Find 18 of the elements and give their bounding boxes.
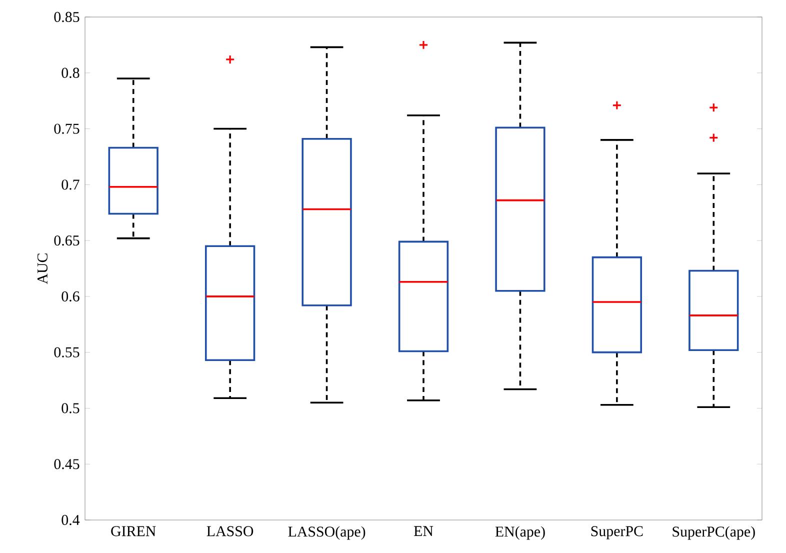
y-tick-label: 0.85 <box>54 12 80 22</box>
x-tick-label: EN <box>414 526 434 536</box>
x-tick-label: SuperPC <box>591 526 643 540</box>
y-tick-label: 0.5 <box>62 403 80 414</box>
y-tick-label: 0.6 <box>62 291 80 302</box>
y-tick-label: 0.55 <box>54 347 80 358</box>
y-tick-label: 0.7 <box>62 180 80 190</box>
y-axis-title: AUC <box>37 254 48 284</box>
y-tick-label: 0.8 <box>62 68 80 78</box>
y-tick-label: 0.4 <box>62 514 80 526</box>
x-tick-label: LASSO <box>206 526 254 536</box>
y-tick-label: 0.75 <box>54 124 80 134</box>
x-tick-label: LASSO(ape) <box>288 526 366 540</box>
x-tick-label: SuperPC(ape) <box>672 526 755 540</box>
x-tick-label: EN(ape) <box>495 526 545 540</box>
y-tick-label: 0.65 <box>54 235 80 246</box>
x-tick-label: GIREN <box>111 526 156 536</box>
y-tick-label: 0.45 <box>54 459 80 470</box>
